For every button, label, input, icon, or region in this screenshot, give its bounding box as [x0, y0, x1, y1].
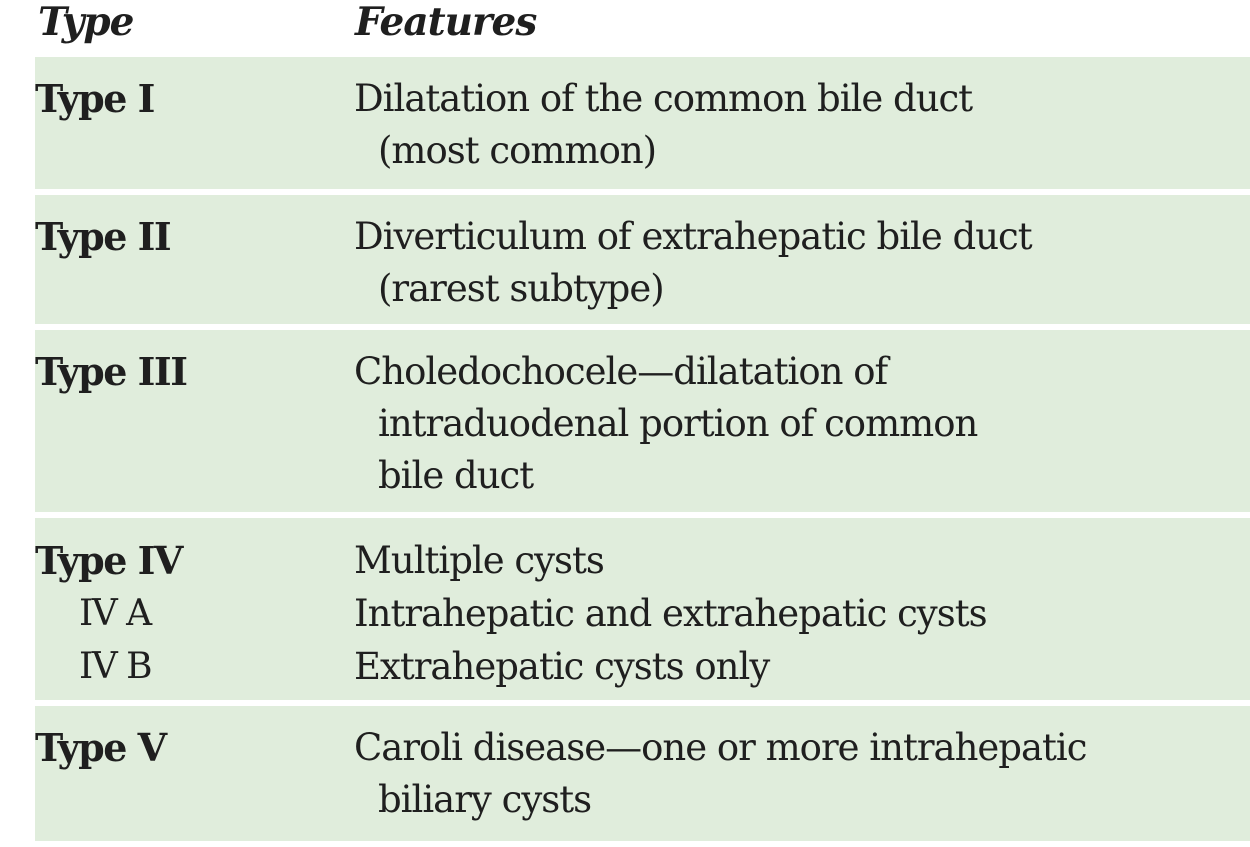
feature-line: Diverticulum of extrahepatic bile duct [354, 215, 1033, 258]
features-cell: Diverticulum of extrahepatic bile duct (… [354, 211, 1244, 315]
type-label: Type I [35, 76, 155, 121]
features-cell: Caroli disease—one or more intrahepatic … [354, 722, 1244, 826]
type-cell: Type V [35, 722, 335, 774]
choledochal-cyst-table: Type Features Type I Dilatation of the c… [35, 0, 1250, 847]
feature-line: Dilatation of the common bile duct [354, 77, 973, 120]
table-row-type-4: Type IV IV A IV B Multiple cysts Intrahe… [35, 518, 1250, 700]
type-label: Type IV [35, 538, 183, 583]
type-cell: Type IV IV A IV B [35, 534, 335, 693]
subtype-label: IV A [79, 593, 152, 634]
subtype-label: IV B [79, 646, 153, 687]
features-cell: Multiple cysts Intrahepatic and extrahep… [354, 534, 1244, 693]
feature-line: Extrahepatic cysts only [354, 645, 770, 688]
header-features: Features [355, 0, 537, 45]
table-row-type-3: Type III Choledochocele—dilatation of in… [35, 330, 1250, 512]
table-header: Type Features [35, 0, 1250, 57]
feature-line: Choledochocele—dilatation of [354, 350, 888, 393]
table-row-type-5: Type V Caroli disease—one or more intrah… [35, 706, 1250, 841]
feature-line: Multiple cysts [354, 539, 605, 582]
feature-line: Caroli disease—one or more intrahepatic [354, 726, 1087, 769]
feature-line: Intrahepatic and extrahepatic cysts [354, 592, 988, 635]
header-type: Type [38, 0, 134, 45]
features-cell: Choledochocele—dilatation of intraduoden… [354, 346, 1244, 502]
feature-line: biliary cysts [378, 778, 592, 821]
type-cell: Type II [35, 211, 335, 263]
feature-line: (rarest subtype) [378, 267, 665, 310]
type-label: Type II [35, 214, 172, 259]
type-cell: Type III [35, 346, 335, 398]
feature-line: intraduodenal portion of common [378, 402, 978, 445]
type-label: Type III [35, 349, 188, 394]
type-cell: Type I [35, 73, 335, 125]
feature-line: (most common) [378, 129, 657, 172]
feature-line: bile duct [378, 454, 534, 497]
features-cell: Dilatation of the common bile duct (most… [354, 73, 1244, 177]
type-label: Type V [35, 725, 167, 770]
table-row-type-1: Type I Dilatation of the common bile duc… [35, 57, 1250, 189]
table-row-type-2: Type II Diverticulum of extrahepatic bil… [35, 195, 1250, 324]
